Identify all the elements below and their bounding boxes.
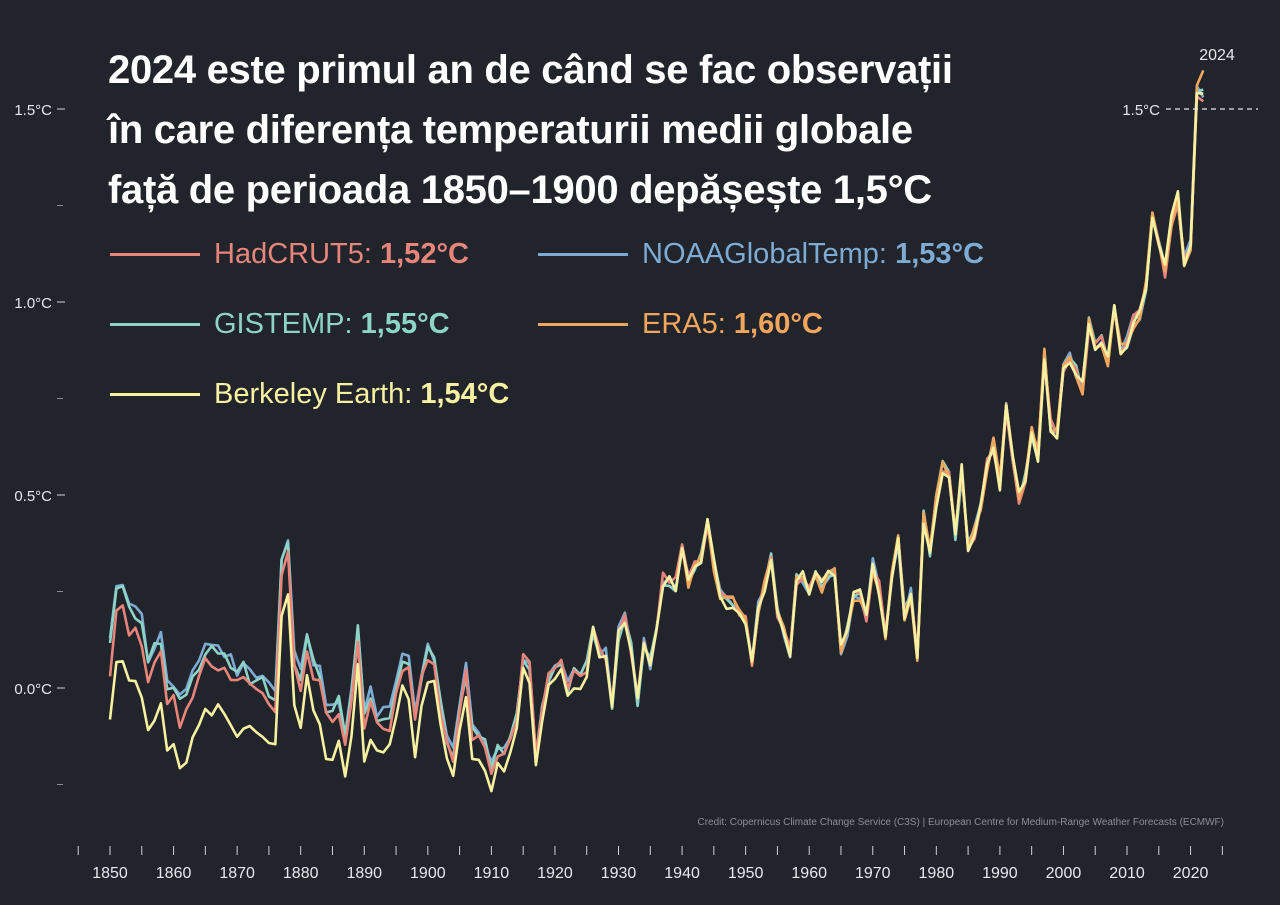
y-tick-label: 1.5°C xyxy=(14,102,52,119)
legend-swatch xyxy=(110,323,200,326)
chart-title: 2024 este primul an de când se fac obser… xyxy=(108,40,1088,220)
x-tick-label: 1960 xyxy=(791,865,827,882)
legend-item-berkeley-earth: Berkeley Earth: 1,54°C xyxy=(110,378,509,411)
legend-item-noaaglobaltemp: NOAAGlobalTemp: 1,53°C xyxy=(538,238,984,271)
y-tick-label: 0.5°C xyxy=(14,488,52,505)
legend-swatch xyxy=(538,253,628,256)
x-tick-label: 2000 xyxy=(1046,865,1082,882)
series-line-berkeley-earth xyxy=(108,91,1204,793)
y-tick-label: 1.0°C xyxy=(14,295,52,312)
legend-label: GISTEMP: 1,55°C xyxy=(214,308,450,340)
x-tick-label: 1930 xyxy=(601,865,637,882)
x-tick-label: 1920 xyxy=(537,865,573,882)
end-year-label: 2024 xyxy=(1199,47,1235,64)
title-line: față de perioada 1850–1900 depășește 1,5… xyxy=(108,168,932,212)
series-lines xyxy=(108,69,1205,793)
legend-item-gistemp: GISTEMP: 1,55°C xyxy=(110,308,450,341)
y-axis: 0.0°C 0.5°C 1.0°C 1.5°C xyxy=(14,102,65,785)
legend-item-era5: ERA5: 1,60°C xyxy=(538,308,823,341)
y-tick-label: 0.0°C xyxy=(14,681,52,698)
x-tick-label: 1990 xyxy=(982,865,1018,882)
legend-label: Berkeley Earth: 1,54°C xyxy=(214,378,510,410)
x-tick-label: 1890 xyxy=(346,865,382,882)
title-line: în care diferența temperaturii medii glo… xyxy=(108,108,913,152)
legend-item-hadcrut5: HadCRUT5: 1,52°C xyxy=(110,238,469,271)
x-tick-label: 1940 xyxy=(664,865,700,882)
reference-line-label: 1.5°C xyxy=(1122,102,1160,119)
reference-line: 1.5°C 2024 xyxy=(1122,47,1258,119)
title-line: 2024 este primul an de când se fac obser… xyxy=(108,48,953,92)
x-axis: 1850 1860 1870 1880 1890 1900 1910 1920 1930 1940… xyxy=(77,846,1223,882)
x-tick-label: 1900 xyxy=(410,865,446,882)
x-tick-label: 2010 xyxy=(1109,865,1145,882)
x-tick-label: 1850 xyxy=(92,865,128,882)
x-tick-label: 2020 xyxy=(1173,865,1209,882)
x-tick-label: 1910 xyxy=(474,865,510,882)
x-tick-label: 1950 xyxy=(728,865,764,882)
x-tick-label: 1880 xyxy=(283,865,319,882)
legend-label: NOAAGlobalTemp: 1,53°C xyxy=(642,238,985,270)
credit-text: Credit: Copernicus Climate Change Servic… xyxy=(697,817,1225,828)
x-tick-label: 1970 xyxy=(855,865,891,882)
x-tick-label: 1870 xyxy=(219,865,255,882)
legend-label: HadCRUT5: 1,52°C xyxy=(214,238,469,270)
legend-swatch xyxy=(110,393,200,396)
x-tick-label: 1860 xyxy=(156,865,192,882)
legend-swatch xyxy=(538,323,628,326)
legend-swatch xyxy=(110,253,200,256)
x-tick-label: 1980 xyxy=(919,865,955,882)
legend-label: ERA5: 1,60°C xyxy=(642,308,823,340)
